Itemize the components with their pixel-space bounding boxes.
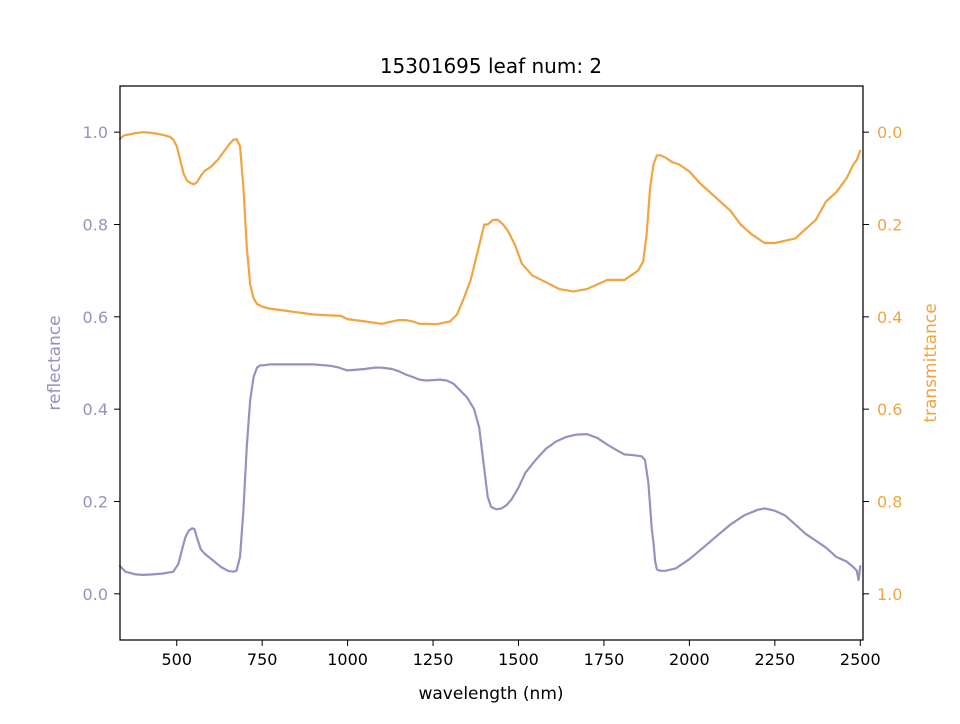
x-tick-label: 2500 [840, 650, 881, 669]
y-tick-label-left: 0.8 [83, 216, 108, 235]
x-axis-label: wavelength (nm) [418, 684, 563, 704]
y-tick-label-left: 0.0 [83, 585, 108, 604]
y-tick-label-left: 0.2 [83, 493, 108, 512]
y-tick-label-right: 0.8 [877, 493, 902, 512]
y-tick-label-right: 0.2 [877, 216, 902, 235]
reflectance-line [118, 363, 862, 582]
y-tick-label-right: 0.0 [877, 123, 902, 142]
y-tick-label-right: 0.6 [877, 400, 902, 419]
x-tick-label: 1500 [498, 650, 539, 669]
x-tick-label: 2000 [669, 650, 710, 669]
y-tick-label-left: 1.0 [83, 123, 108, 142]
y-tick-label-left: 0.4 [83, 400, 108, 419]
y-tick-label-right: 0.4 [877, 308, 902, 327]
y-axis-label-right: transmittance [921, 303, 941, 422]
x-tick-label: 1250 [413, 650, 454, 669]
y-tick-label-right: 1.0 [877, 585, 902, 604]
x-tick-label: 1750 [584, 650, 625, 669]
transmittance-line [118, 131, 862, 326]
x-tick-label: 1000 [327, 650, 368, 669]
chart-title: 15301695 leaf num: 2 [380, 54, 602, 78]
plot-lines [118, 131, 862, 582]
y-tick-label-left: 0.6 [83, 308, 108, 327]
x-tick-label: 2250 [754, 650, 795, 669]
axis-ticks: 500 750 1000 1250 1500 1750 2000 2250 2500 0.0 0.2… [83, 123, 903, 669]
plot-frame [119, 85, 864, 641]
x-tick-label: 750 [247, 650, 278, 669]
y-axis-label-left: reflectance [45, 315, 65, 410]
x-tick-label: 500 [161, 650, 192, 669]
